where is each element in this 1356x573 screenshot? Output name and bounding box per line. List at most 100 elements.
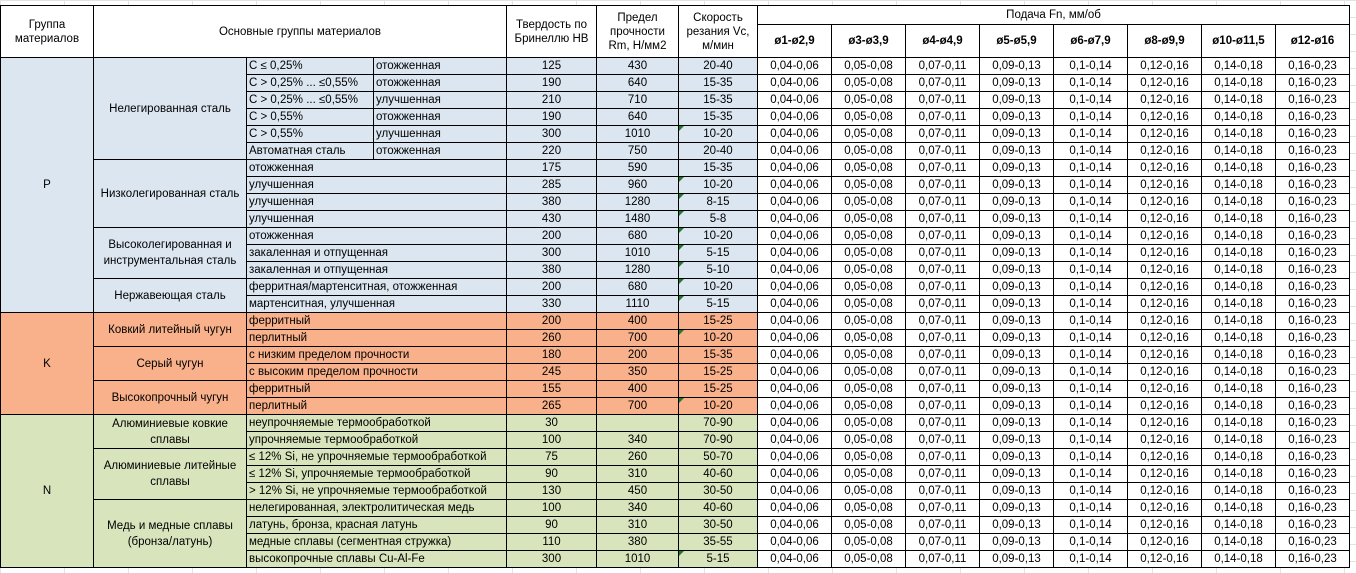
material-treatment: улучшенная: [373, 125, 507, 143]
cutting-speed-vc: 10-20: [678, 227, 758, 245]
tensile-strength-rm: 700: [596, 329, 679, 347]
feed-value: 0,04-0,06: [757, 431, 832, 449]
cutting-speed-vc: 5-10: [678, 261, 758, 279]
feed-value: 0,05-0,08: [831, 363, 906, 381]
feed-value: 0,04-0,06: [757, 91, 832, 109]
feed-value: 0,14-0,18: [1201, 363, 1276, 381]
material-condition: ≤ 12% Si, упрочняемые термообработкой: [246, 465, 507, 483]
feed-value: 0,04-0,06: [757, 261, 832, 279]
feed-value: 0,09-0,13: [979, 142, 1054, 160]
feed-value: 0,12-0,16: [1127, 142, 1202, 160]
cutting-speed-vc: 15-35: [678, 346, 758, 364]
hardness-hb: 380: [506, 261, 597, 279]
feed-value: 0,14-0,18: [1201, 312, 1276, 330]
feed-value: 0,09-0,13: [979, 329, 1054, 347]
material-group-code: N: [0, 414, 94, 568]
table-row: P Нелегированная сталь C ≤ 0,25% отожженная…: [0, 57, 1350, 313]
hardness-hb: 190: [506, 108, 597, 126]
feed-value: 0,05-0,08: [831, 278, 906, 296]
feed-value: 0,14-0,18: [1201, 176, 1276, 194]
feed-value: 0,16-0,23: [1275, 482, 1350, 500]
feed-value: 0,07-0,11: [905, 329, 980, 347]
feed-value: 0,14-0,18: [1201, 414, 1276, 432]
material-subgroup: Высокопрочный чугун: [93, 380, 247, 415]
feed-value: 0,04-0,06: [757, 193, 832, 211]
feed-value: 0,05-0,08: [831, 159, 906, 177]
feed-value: 0,16-0,23: [1275, 363, 1350, 381]
feed-value: 0,16-0,23: [1275, 74, 1350, 92]
tensile-strength-rm: 400: [596, 312, 679, 330]
feed-value: 0,16-0,23: [1275, 125, 1350, 143]
material-condition: Автоматная сталь: [246, 142, 374, 160]
feed-value: 0,1-0,14: [1053, 363, 1128, 381]
feed-value: 0,12-0,16: [1127, 329, 1202, 347]
table-row: закаленная и отпущенная 380 1280 5-10 0,04-0…: [1, 261, 1350, 279]
feed-value: 0,04-0,06: [757, 142, 832, 160]
feed-value: 0,09-0,13: [979, 210, 1054, 228]
feed-value: 0,14-0,18: [1201, 550, 1276, 568]
feed-value: 0,04-0,06: [757, 329, 832, 347]
material-condition: отожженная: [246, 227, 507, 245]
feed-value: 0,1-0,14: [1053, 448, 1128, 466]
hardness-hb: 30: [506, 414, 597, 432]
feed-value: 0,16-0,23: [1275, 312, 1350, 330]
feed-value: 0,1-0,14: [1053, 210, 1128, 228]
feed-value: 0,07-0,11: [905, 397, 980, 415]
table-row: Автоматная сталь отожженная 220 750 20-40 0,0…: [1, 142, 1350, 160]
header-diameter: ø8-ø9,9: [1127, 24, 1202, 58]
material-subgroup: Нержавеющая сталь: [93, 278, 247, 313]
feed-value: 0,1-0,14: [1053, 74, 1128, 92]
feed-value: 0,04-0,06: [757, 227, 832, 245]
feed-value: 0,07-0,11: [905, 278, 980, 296]
cutting-speed-vc: 70-90: [678, 431, 758, 449]
material-condition: ферритная/мартенситная, отожженная: [246, 278, 507, 296]
cutting-speed-vc: 20-40: [678, 57, 758, 75]
feed-value: 0,07-0,11: [905, 57, 980, 75]
feed-value: 0,04-0,06: [757, 295, 832, 313]
feed-value: 0,04-0,06: [757, 550, 832, 568]
table-row: Серый чугун с низким пределом прочности 18…: [1, 346, 1350, 381]
cutting-speed-vc: 15-35: [678, 74, 758, 92]
hardness-hb: 190: [506, 74, 597, 92]
cutting-speed-vc: 40-60: [678, 499, 758, 517]
table-row: Высоколегированная и инструментальная ст…: [1, 227, 1350, 279]
feed-value: 0,16-0,23: [1275, 57, 1350, 75]
feed-value: 0,16-0,23: [1275, 210, 1350, 228]
cutting-speed-vc: 5-15: [678, 295, 758, 313]
feed-value: 0,1-0,14: [1053, 516, 1128, 534]
feed-value: 0,12-0,16: [1127, 244, 1202, 262]
feed-value: 0,12-0,16: [1127, 159, 1202, 177]
tensile-strength-rm: 640: [596, 74, 679, 92]
tensile-strength-rm: 1480: [596, 210, 679, 228]
feed-value: 0,14-0,18: [1201, 397, 1276, 415]
tensile-strength-rm: 700: [596, 397, 679, 415]
feed-value: 0,07-0,11: [905, 176, 980, 194]
material-subgroup: Алюминиевые ковкие сплавы: [93, 414, 247, 449]
feed-value: 0,16-0,23: [1275, 295, 1350, 313]
cutting-speed-vc: 15-25: [678, 380, 758, 398]
tensile-strength-rm: 1280: [596, 193, 679, 211]
material-condition: перлитный: [246, 397, 507, 415]
feed-value: 0,05-0,08: [831, 448, 906, 466]
cutting-speed-vc: 15-25: [678, 363, 758, 381]
feed-value: 0,16-0,23: [1275, 244, 1350, 262]
feed-value: 0,05-0,08: [831, 533, 906, 551]
feed-value: 0,04-0,06: [757, 125, 832, 143]
feed-value: 0,14-0,18: [1201, 91, 1276, 109]
feed-value: 0,12-0,16: [1127, 108, 1202, 126]
tensile-strength-rm: 340: [596, 431, 679, 449]
hardness-hb: 90: [506, 465, 597, 483]
material-treatment: отожженная: [373, 74, 507, 92]
feed-value: 0,16-0,23: [1275, 380, 1350, 398]
material-condition: мартенситная, улучшенная: [246, 295, 507, 313]
feed-value: 0,12-0,16: [1127, 312, 1202, 330]
material-condition: C > 0,55%: [246, 108, 374, 126]
material-subgroup: Нелегированная сталь: [93, 57, 247, 160]
feed-value: 0,05-0,08: [831, 380, 906, 398]
feed-value: 0,16-0,23: [1275, 516, 1350, 534]
feed-value: 0,04-0,06: [757, 482, 832, 500]
feed-value: 0,04-0,06: [757, 499, 832, 517]
feed-value: 0,09-0,13: [979, 448, 1054, 466]
cutting-speed-vc: 15-25: [678, 312, 758, 330]
tensile-strength-rm: 1110: [596, 295, 679, 313]
